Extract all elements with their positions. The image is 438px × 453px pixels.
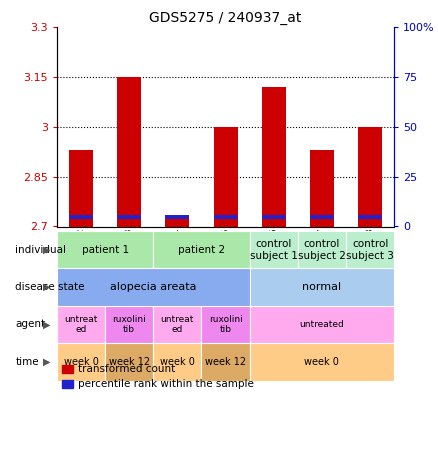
Bar bbox=[57, 306, 105, 343]
Bar bbox=[165, 217, 189, 226]
Text: untreat
ed: untreat ed bbox=[64, 315, 98, 334]
Bar bbox=[153, 231, 250, 268]
Bar bbox=[201, 306, 250, 343]
Bar bbox=[69, 150, 93, 226]
Bar bbox=[261, 215, 286, 219]
Bar bbox=[105, 343, 153, 381]
Bar bbox=[250, 231, 298, 268]
Bar bbox=[213, 215, 237, 219]
Bar bbox=[298, 231, 346, 268]
Text: week 12: week 12 bbox=[205, 357, 246, 367]
Text: control
subject 2: control subject 2 bbox=[298, 239, 346, 260]
Text: patient 2: patient 2 bbox=[178, 245, 225, 255]
Legend: transformed count, percentile rank within the sample: transformed count, percentile rank withi… bbox=[62, 364, 254, 390]
Text: control
subject 3: control subject 3 bbox=[346, 239, 394, 260]
Bar bbox=[57, 231, 153, 268]
Text: ruxolini
tib: ruxolini tib bbox=[208, 315, 243, 334]
Text: week 0: week 0 bbox=[304, 357, 339, 367]
Text: week 0: week 0 bbox=[160, 357, 195, 367]
Bar bbox=[310, 215, 334, 219]
Text: time: time bbox=[15, 357, 39, 367]
Text: week 12: week 12 bbox=[109, 357, 150, 367]
Bar bbox=[153, 343, 201, 381]
Text: alopecia areata: alopecia areata bbox=[110, 282, 197, 292]
Text: agent: agent bbox=[15, 319, 46, 329]
Bar bbox=[57, 343, 105, 381]
Bar bbox=[346, 231, 394, 268]
Bar bbox=[117, 215, 141, 219]
Bar bbox=[358, 215, 382, 219]
Text: untreated: untreated bbox=[300, 320, 344, 329]
Text: ▶: ▶ bbox=[43, 319, 50, 329]
Text: patient 1: patient 1 bbox=[81, 245, 129, 255]
Bar bbox=[165, 215, 189, 219]
Text: ▶: ▶ bbox=[43, 245, 50, 255]
Text: ▶: ▶ bbox=[43, 282, 50, 292]
Text: disease state: disease state bbox=[15, 282, 85, 292]
Bar bbox=[201, 343, 250, 381]
Title: GDS5275 / 240937_at: GDS5275 / 240937_at bbox=[149, 11, 302, 25]
Bar bbox=[213, 127, 237, 226]
Bar bbox=[69, 215, 93, 219]
Bar bbox=[105, 306, 153, 343]
Bar bbox=[310, 150, 334, 226]
Bar bbox=[250, 268, 394, 306]
Text: week 0: week 0 bbox=[64, 357, 99, 367]
Text: individual: individual bbox=[15, 245, 66, 255]
Text: untreat
ed: untreat ed bbox=[161, 315, 194, 334]
Bar bbox=[153, 306, 201, 343]
Bar bbox=[250, 343, 394, 381]
Bar bbox=[261, 87, 286, 226]
Text: normal: normal bbox=[302, 282, 342, 292]
Text: ruxolini
tib: ruxolini tib bbox=[112, 315, 146, 334]
Text: control
subject 1: control subject 1 bbox=[250, 239, 298, 260]
Bar bbox=[57, 268, 250, 306]
Text: ▶: ▶ bbox=[43, 357, 50, 367]
Bar bbox=[358, 127, 382, 226]
Bar bbox=[250, 306, 394, 343]
Bar bbox=[117, 77, 141, 226]
